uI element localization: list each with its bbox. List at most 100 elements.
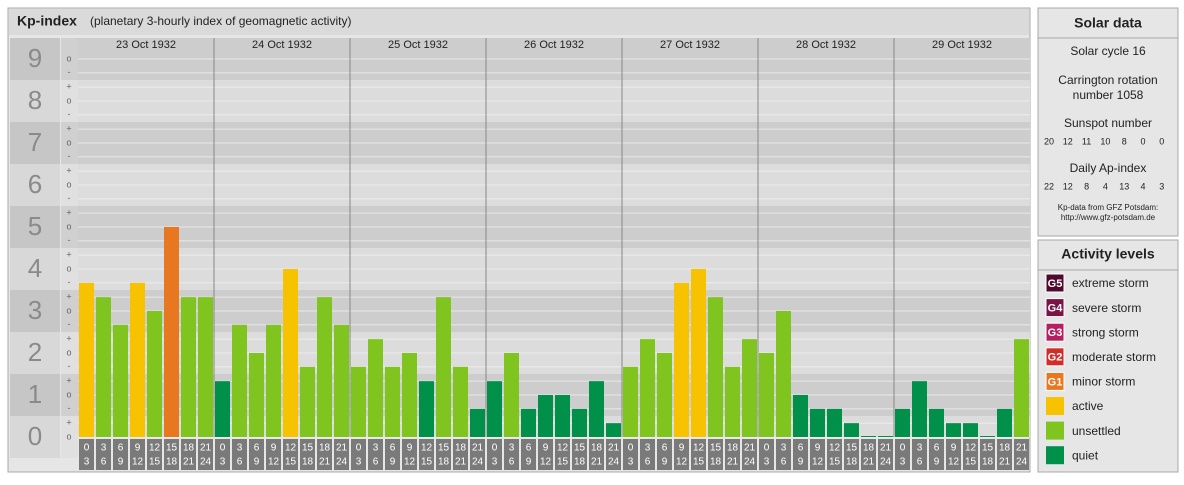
carrington: Carrington rotation <box>1058 73 1157 87</box>
interval-box <box>538 439 553 470</box>
interval-box <box>385 439 400 470</box>
interval-box <box>997 439 1012 470</box>
interval-box <box>249 439 264 470</box>
interval-start: 9 <box>271 443 277 454</box>
legend-badge: G2 <box>1048 352 1063 364</box>
sunspot-value: 11 <box>1082 136 1091 146</box>
label-band <box>61 374 78 416</box>
minor-tick-label: + <box>66 376 71 386</box>
interval-end: 3 <box>356 457 362 468</box>
bar <box>1014 339 1029 437</box>
interval-end: 21 <box>863 457 875 468</box>
label-band <box>10 416 60 458</box>
sunspot-value: 10 <box>1100 136 1110 146</box>
interval-end: 24 <box>472 457 484 468</box>
interval-box <box>793 439 808 470</box>
bar <box>368 339 383 437</box>
interval-end: 24 <box>200 457 212 468</box>
interval-box <box>640 439 655 470</box>
interval-end: 3 <box>764 457 770 468</box>
interval-start: 6 <box>798 443 804 454</box>
interval-box <box>810 439 825 470</box>
minor-tick-label: + <box>66 334 71 344</box>
label-band <box>10 80 60 122</box>
bar <box>606 423 621 437</box>
interval-start: 12 <box>965 443 977 454</box>
carrington: number 1058 <box>1073 88 1144 102</box>
bar <box>963 423 978 437</box>
interval-box <box>878 439 893 470</box>
interval-end: 24 <box>744 457 756 468</box>
interval-start: 18 <box>591 443 603 454</box>
bar <box>708 297 723 437</box>
interval-end: 6 <box>237 457 243 468</box>
y-tick-label: 3 <box>28 295 42 325</box>
minor-tick-label: + <box>66 208 71 218</box>
bar <box>725 366 740 437</box>
interval-end: 6 <box>373 457 379 468</box>
interval-box <box>759 439 774 470</box>
interval-start: 0 <box>220 443 226 454</box>
bar <box>895 408 910 437</box>
interval-start: 0 <box>764 443 770 454</box>
minor-tick-label: + <box>66 292 71 302</box>
interval-box <box>79 439 94 470</box>
label-band <box>61 416 78 458</box>
minor-tick-label: - <box>68 403 71 413</box>
label-band <box>61 80 78 122</box>
interval-box <box>419 439 434 470</box>
interval-end: 24 <box>880 457 892 468</box>
interval-end: 18 <box>302 457 314 468</box>
ap-value: 22 <box>1044 181 1054 191</box>
interval-box <box>147 439 162 470</box>
interval-box <box>215 439 230 470</box>
y-tick-label: 6 <box>28 169 42 199</box>
interval-end: 9 <box>934 457 940 468</box>
interval-box <box>232 439 247 470</box>
minor-tick-label: o <box>66 137 71 147</box>
interval-end: 12 <box>268 457 280 468</box>
interval-start: 15 <box>302 443 314 454</box>
interval-end: 6 <box>917 457 923 468</box>
interval-box <box>402 439 417 470</box>
legend-swatch <box>1045 273 1065 293</box>
minor-tick-label: + <box>66 82 71 92</box>
minor-tick-label: + <box>66 250 71 260</box>
interval-box <box>130 439 145 470</box>
legend-label: severe storm <box>1072 301 1141 315</box>
bar <box>555 395 570 437</box>
interval-start: 0 <box>900 443 906 454</box>
interval-start: 21 <box>608 443 620 454</box>
interval-start: 0 <box>84 443 90 454</box>
minor-tick-label: + <box>66 418 71 428</box>
interval-box <box>300 439 315 470</box>
interval-start: 15 <box>982 443 994 454</box>
day-label: 29 Oct 1932 <box>932 39 992 51</box>
y-tick-label: 7 <box>28 127 42 157</box>
bar <box>810 408 825 437</box>
interval-box <box>487 439 502 470</box>
bar <box>453 366 468 437</box>
interval-start: 0 <box>492 443 498 454</box>
interval-start: 21 <box>472 443 484 454</box>
sunspot-value: 8 <box>1122 136 1127 146</box>
legend-swatch <box>1045 322 1065 342</box>
bar <box>147 311 162 437</box>
label-band <box>10 248 60 290</box>
interval-end: 3 <box>492 457 498 468</box>
label-band <box>61 206 78 248</box>
bar <box>572 408 587 437</box>
interval-end: 21 <box>183 457 195 468</box>
bar <box>232 324 247 437</box>
bar <box>79 282 94 437</box>
interval-start: 3 <box>645 443 651 454</box>
interval-start: 9 <box>543 443 549 454</box>
bar <box>96 297 111 437</box>
interval-box <box>96 439 111 470</box>
minor-tick-label: o <box>66 179 71 189</box>
interval-end: 15 <box>285 457 297 468</box>
interval-end: 12 <box>812 457 824 468</box>
interval-start: 15 <box>710 443 722 454</box>
sunspot-value: 12 <box>1063 136 1073 146</box>
interval-end: 18 <box>166 457 178 468</box>
